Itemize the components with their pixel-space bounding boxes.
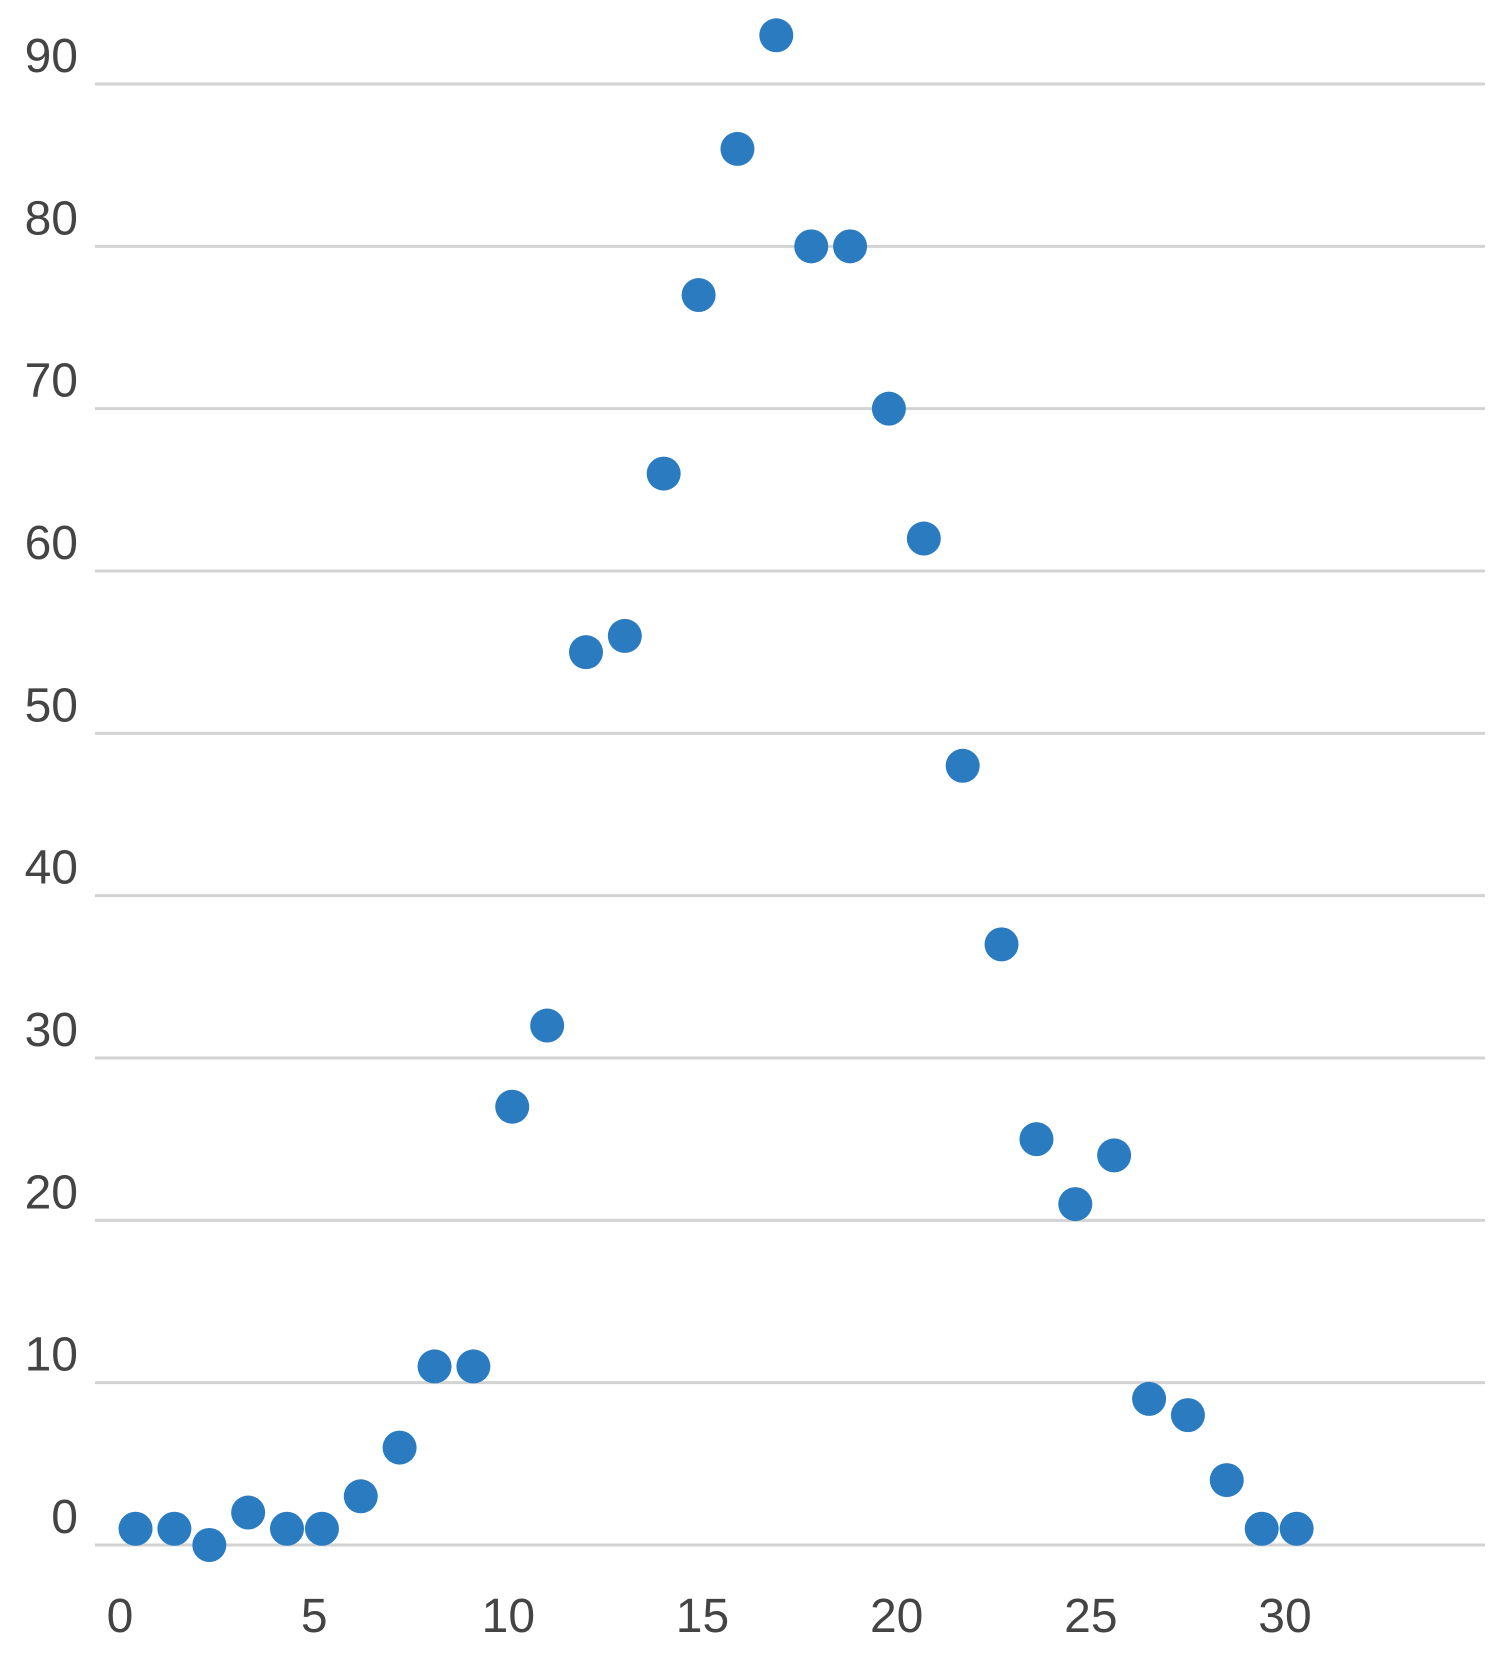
data-point [569,635,603,670]
data-point [1097,1138,1132,1173]
y-tick-label: 20 [25,1166,78,1219]
y-tick-label: 70 [25,355,78,408]
data-point [495,1089,530,1124]
x-tick-label: 30 [1258,1590,1311,1643]
data-point [118,1511,153,1546]
x-tick-label: 25 [1064,1590,1117,1643]
y-tick-label: 50 [25,679,78,732]
x-axis-ticks: 0 5 10 15 20 25 30 [107,1590,1312,1643]
y-tick-label: 10 [25,1329,78,1382]
y-tick-label: 90 [25,30,78,83]
data-point [1279,1511,1314,1546]
data-point [759,18,794,53]
x-tick-label: 10 [482,1590,535,1643]
data-point [984,927,1019,962]
data-point [1132,1381,1167,1416]
data-point [382,1430,417,1465]
y-tick-label: 0 [51,1491,78,1544]
data-point [157,1511,192,1546]
x-tick-label: 15 [676,1590,729,1643]
data-point [794,229,829,264]
y-tick-label: 40 [25,842,78,895]
data-point [304,1511,339,1546]
data-point [646,456,681,491]
y-tick-label: 60 [25,517,78,570]
data-point [192,1528,227,1562]
data-point [945,748,980,783]
data-point [833,229,868,264]
data-point [1209,1463,1244,1498]
data-point [269,1511,304,1546]
y-tick-label: 30 [25,1004,78,1057]
data-point [343,1479,378,1514]
data-point [906,521,941,556]
data-point [530,1008,565,1043]
data-point [1244,1511,1279,1546]
data-point [1019,1122,1054,1157]
y-tick-label: 80 [25,192,78,245]
data-point [1170,1398,1205,1433]
data-point [681,278,716,313]
data-point [456,1349,491,1384]
x-tick-label: 5 [301,1590,328,1643]
y-axis-ticks: 0 10 20 30 40 50 60 70 80 90 [25,30,78,1544]
gridlines [95,82,1485,1547]
data-point [871,391,906,426]
data-point [417,1349,452,1384]
data-points [118,18,1314,1562]
data-point [607,618,642,653]
data-point [231,1495,266,1530]
data-point [1058,1187,1093,1222]
x-tick-label: 0 [107,1590,134,1643]
x-tick-label: 20 [870,1590,923,1643]
data-point [720,131,755,166]
